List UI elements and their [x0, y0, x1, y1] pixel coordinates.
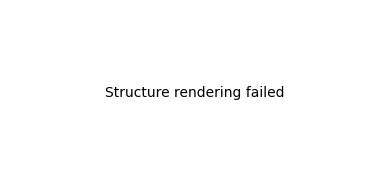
Text: Structure rendering failed: Structure rendering failed [105, 87, 285, 100]
